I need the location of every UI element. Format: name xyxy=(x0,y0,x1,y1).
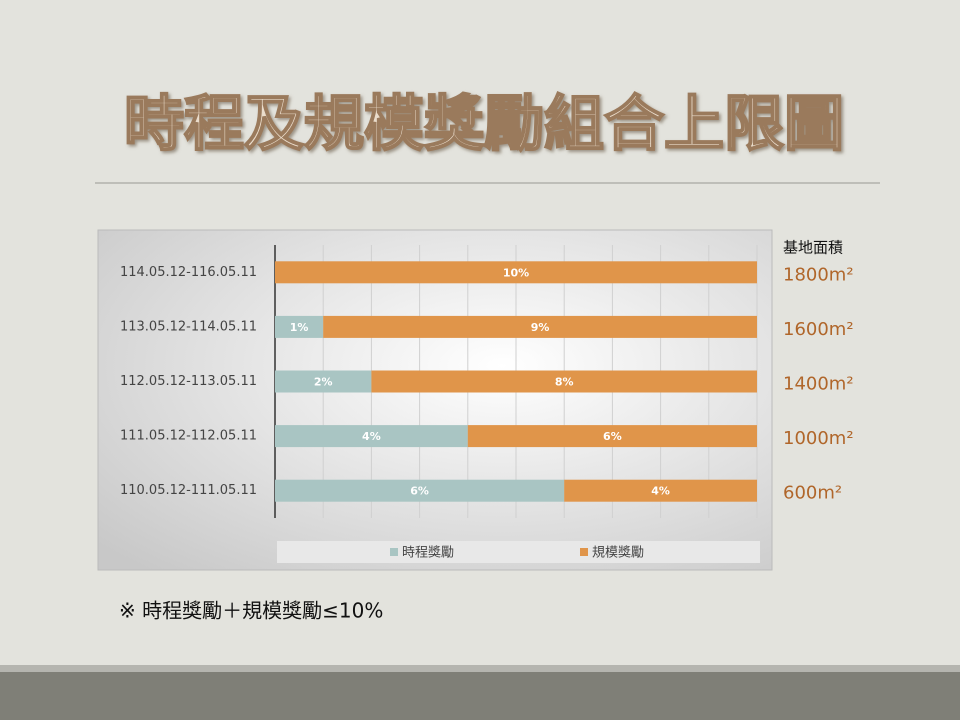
chart: 114.05.12-116.05.11 10% 1800m² 113.05.12-11… xyxy=(120,239,854,561)
legend-label: 規模獎勵 xyxy=(592,545,644,561)
value-label: 9% xyxy=(531,321,550,334)
value-label: 8% xyxy=(555,376,574,389)
y-tick-label: 112.05.12-113.05.11 xyxy=(120,374,257,389)
bar xyxy=(275,370,372,393)
bar xyxy=(564,479,757,502)
slide-title: 時程及規模獎勵組合上限圖 xyxy=(124,90,844,160)
value-label: 1% xyxy=(290,321,309,334)
legend-label: 時程獎勵 xyxy=(402,545,454,561)
chart-area xyxy=(97,229,773,571)
legend-swatch xyxy=(580,548,588,556)
bar xyxy=(275,479,565,502)
bar xyxy=(467,425,757,448)
area-title: 基地面積 xyxy=(783,239,843,257)
bar xyxy=(323,315,757,338)
value-label: 10% xyxy=(503,266,529,279)
y-tick-label: 110.05.12-111.05.11 xyxy=(120,483,257,498)
area-label: 1800m² xyxy=(783,264,854,285)
legend-box xyxy=(277,541,760,563)
value-label: 2% xyxy=(314,376,333,389)
y-tick-label: 114.05.12-116.05.11 xyxy=(120,265,257,280)
value-label: 6% xyxy=(410,485,429,498)
area-label: 600m² xyxy=(783,483,842,504)
bar xyxy=(371,370,757,393)
footer-band xyxy=(0,665,960,672)
y-tick-label: 111.05.12-112.05.11 xyxy=(120,429,257,444)
value-label: 4% xyxy=(362,430,381,443)
bar xyxy=(275,261,757,284)
area-label: 1600m² xyxy=(783,319,854,340)
value-label: 6% xyxy=(603,430,622,443)
note: ※ 時程獎勵＋規模獎勵≤10% xyxy=(119,599,383,623)
area-label: 1000m² xyxy=(783,428,854,449)
bar xyxy=(275,315,324,338)
value-label: 4% xyxy=(651,485,670,498)
bar xyxy=(275,425,468,448)
y-tick-label: 113.05.12-114.05.11 xyxy=(120,319,257,334)
footer-band xyxy=(0,672,960,720)
legend-swatch xyxy=(390,548,398,556)
area-label: 1400m² xyxy=(783,374,854,395)
